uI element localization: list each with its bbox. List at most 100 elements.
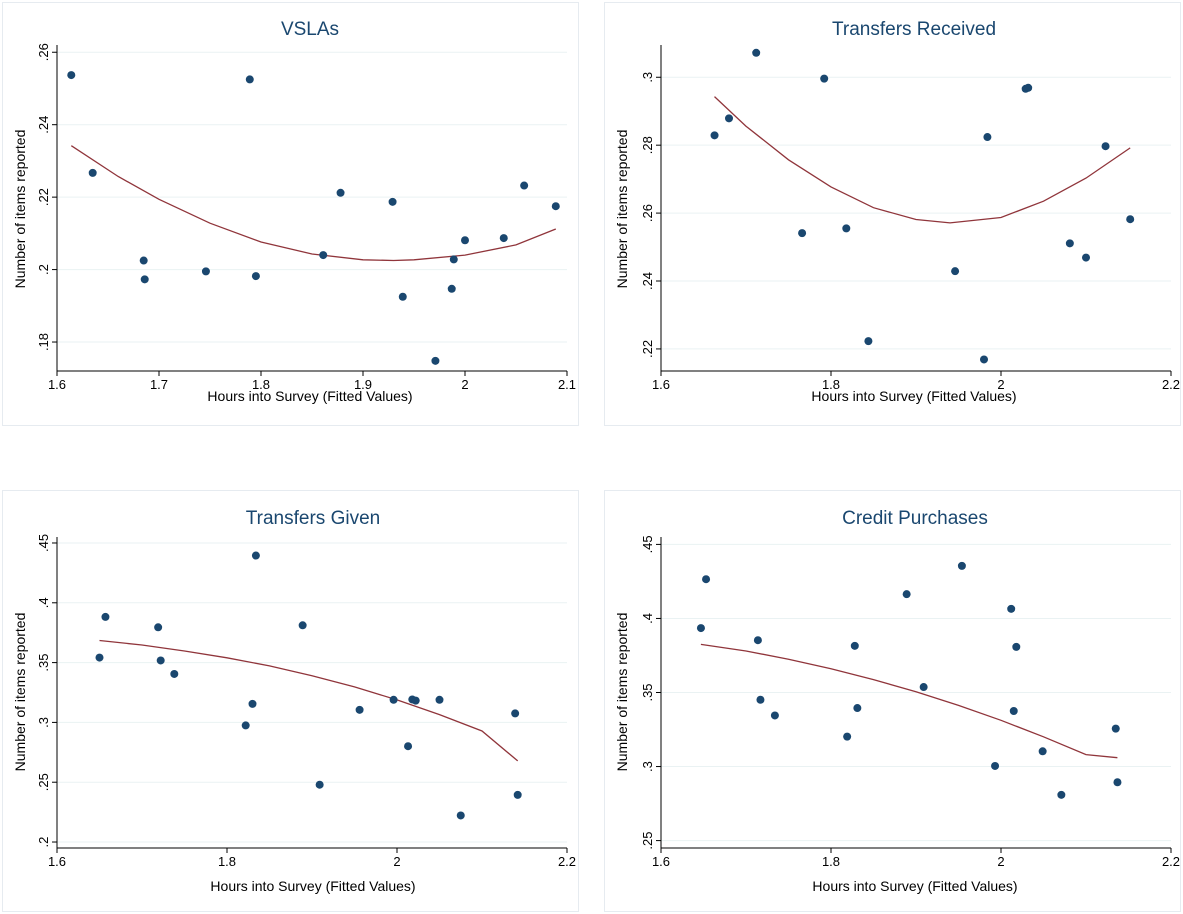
scatter-point xyxy=(411,696,420,705)
x-tick-label: 1.6 xyxy=(48,377,66,392)
scatter-point xyxy=(853,704,862,713)
y-tick-label: .24 xyxy=(36,116,51,134)
scatter-point xyxy=(431,356,440,365)
scatter-point xyxy=(1009,707,1018,716)
x-tick-label: 1.6 xyxy=(48,854,66,869)
plot-area: .2 .25 .3 .35 .4 .45 1.6 1.8 2 2.2 xyxy=(36,534,576,869)
fitted-line xyxy=(700,643,1118,759)
y-tick-label: .45 xyxy=(36,534,51,552)
fitted-line xyxy=(70,145,557,262)
scatter-point xyxy=(156,656,165,665)
chart-credit-purchases: Credit Purchases Hours into Survey (Fitt… xyxy=(614,508,1180,894)
x-tick-label: 2.2 xyxy=(558,854,576,869)
scatter-point xyxy=(725,114,733,123)
scatter-point xyxy=(241,721,250,730)
scatter-point xyxy=(843,732,852,741)
x-tick-label: 2 xyxy=(997,854,1004,869)
x-tick-label: 1.6 xyxy=(652,854,670,869)
scatter-point xyxy=(449,255,458,264)
scatter-point xyxy=(201,267,210,276)
scatter-point xyxy=(456,811,465,820)
scatter-point xyxy=(398,292,407,301)
scatter-point xyxy=(101,612,110,621)
scatter-point xyxy=(404,742,413,751)
scatter-point xyxy=(842,224,851,233)
y-tick-label: .18 xyxy=(36,333,51,351)
scatter-point xyxy=(1012,642,1021,651)
scatter-point xyxy=(951,267,960,276)
scatter-point xyxy=(770,711,779,720)
fitted-line xyxy=(714,96,1131,224)
scatter-point xyxy=(298,621,307,630)
x-tick-label: 1.8 xyxy=(218,854,236,869)
y-tick-label: .25 xyxy=(36,773,51,791)
scatter-point xyxy=(251,272,260,281)
scatter-point xyxy=(140,275,149,284)
scatter-point xyxy=(1024,83,1033,92)
y-tick-label: .26 xyxy=(640,204,655,222)
scatter-point xyxy=(461,236,469,245)
plot-area: .25 .3 .35 .4 .45 1.6 1.8 2 2.2 xyxy=(640,535,1180,869)
scatter-point xyxy=(1057,790,1066,799)
scatter-point xyxy=(319,251,328,260)
y-tick-label: .35 xyxy=(640,683,655,701)
scatter-point xyxy=(513,790,522,799)
x-axis-label: Hours into Survey (Fitted Values) xyxy=(210,878,415,894)
scatter-point xyxy=(245,75,254,84)
scatter-point xyxy=(139,256,148,265)
y-tick-label: .3 xyxy=(640,72,655,83)
y-axis-label: Number of items reported xyxy=(12,130,28,289)
chart-title: Transfers Given xyxy=(246,508,380,529)
x-tick-label: 2 xyxy=(393,854,400,869)
scatter-point xyxy=(980,355,988,364)
y-tick-label: .25 xyxy=(640,832,655,850)
scatter-point xyxy=(1038,747,1047,756)
x-tick-label: 1.8 xyxy=(252,377,270,392)
scatter-point xyxy=(551,202,560,211)
chart-panel-transfers-given: Transfers Given Hours into Survey (Fitte… xyxy=(2,490,579,912)
scatter-point xyxy=(696,624,705,633)
y-tick-label: .4 xyxy=(36,597,51,608)
x-tick-label: 1.6 xyxy=(652,377,670,392)
chart-panel-transfers-received: Transfers Received Hours into Survey (Fi… xyxy=(604,2,1181,426)
scatter-point xyxy=(752,48,761,57)
scatter-point xyxy=(355,705,364,714)
scatter-point xyxy=(251,551,260,560)
x-tick-label: 1.8 xyxy=(822,377,840,392)
scatter-point xyxy=(1111,724,1120,733)
scatter-point xyxy=(248,699,257,708)
y-tick-label: .2 xyxy=(36,264,51,275)
scatter-point xyxy=(499,234,508,243)
scatter-point xyxy=(820,74,829,83)
y-tick-label: .45 xyxy=(640,535,655,553)
chart-transfers-received: Transfers Received Hours into Survey (Fi… xyxy=(614,19,1180,404)
y-tick-label: .4 xyxy=(640,613,655,624)
scatter-point xyxy=(170,669,179,678)
scatter-point xyxy=(88,168,97,177)
scatter-point xyxy=(756,695,765,704)
scatter-point xyxy=(336,188,345,197)
y-axis-label: Number of items reported xyxy=(614,613,630,772)
scatter-point xyxy=(388,197,397,206)
y-tick-label: .22 xyxy=(640,340,655,358)
scatter-point xyxy=(389,695,398,704)
x-axis-label: Hours into Survey (Fitted Values) xyxy=(812,878,1017,894)
y-tick-label: .22 xyxy=(36,188,51,206)
scatter-point xyxy=(520,181,529,190)
y-tick-label: .24 xyxy=(640,272,655,290)
y-tick-label: .26 xyxy=(36,43,51,61)
x-tick-label: 2 xyxy=(461,377,468,392)
scatter-point xyxy=(67,71,76,80)
scatter-point xyxy=(864,337,873,346)
scatter-point xyxy=(1126,215,1135,224)
y-tick-label: .35 xyxy=(36,654,51,672)
scatter-point xyxy=(315,780,324,789)
x-tick-label: 2 xyxy=(997,377,1004,392)
scatter-point xyxy=(798,229,807,238)
chart-transfers-given: Transfers Given Hours into Survey (Fitte… xyxy=(12,508,576,894)
x-tick-label: 2.2 xyxy=(1162,854,1180,869)
x-axis-label: Hours into Survey (Fitted Values) xyxy=(811,388,1016,404)
chart-panel-credit-purchases: Credit Purchases Hours into Survey (Fitt… xyxy=(604,490,1181,912)
scatter-point xyxy=(447,284,456,293)
scatter-point xyxy=(983,133,992,142)
